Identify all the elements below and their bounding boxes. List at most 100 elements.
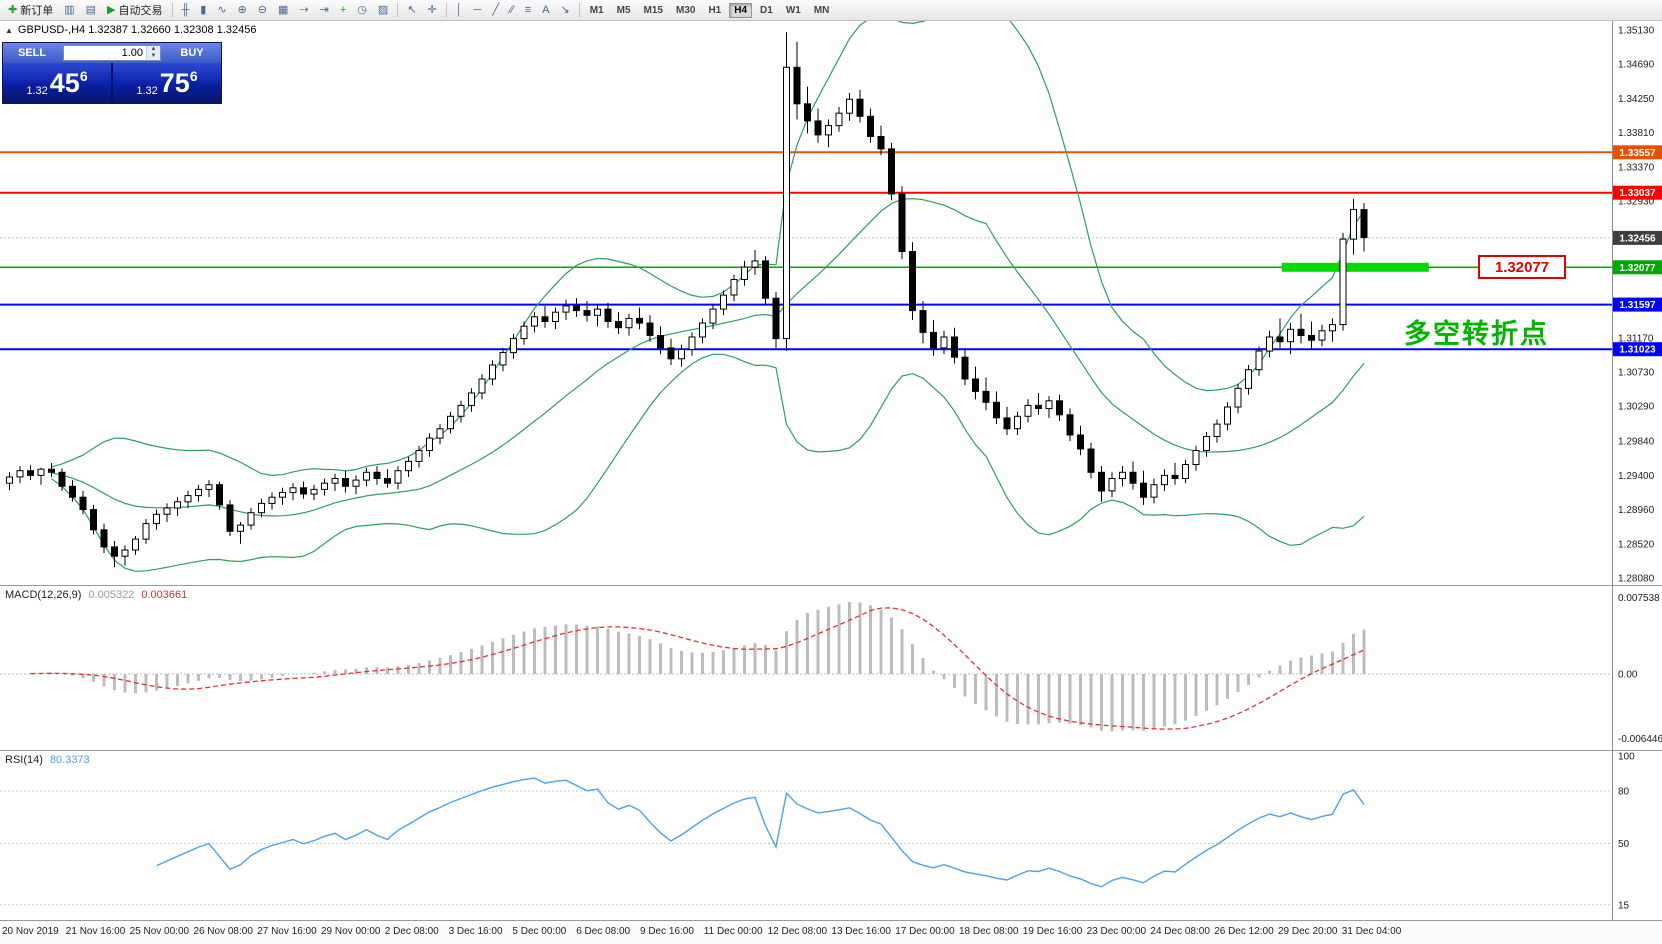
tile-windows-icon: ▦: [278, 3, 289, 16]
zoom-in-icon: ⊕: [237, 3, 247, 16]
svg-text:1.28520: 1.28520: [1618, 539, 1655, 550]
chart-shift-button[interactable]: ⇥: [315, 1, 334, 20]
auto-scroll-button[interactable]: ⇢: [294, 1, 313, 20]
timeframe-d1-button[interactable]: D1: [760, 4, 773, 16]
indicators-button[interactable]: +: [335, 1, 351, 20]
time-axis-label: 31 Dec 04:00: [1341, 926, 1402, 937]
svg-text:80: 80: [1618, 787, 1630, 798]
svg-text:1.29400: 1.29400: [1618, 471, 1655, 482]
chart-shift-icon: ⇥: [319, 3, 329, 16]
bollinger-upper-band: [51, 20, 1365, 477]
svg-text:1.32077: 1.32077: [1619, 263, 1656, 274]
cursor-button[interactable]: ↖: [402, 1, 421, 20]
tile-windows-button[interactable]: ▦: [273, 1, 293, 20]
rsi-title: RSI(14) 80.3373: [5, 754, 90, 766]
buy-label[interactable]: BUY: [180, 47, 204, 59]
time-axis-label: 21 Nov 16:00: [65, 926, 126, 937]
time-axis-label: 19 Dec 16:00: [1022, 926, 1083, 937]
candlestick-chart-button[interactable]: ▮: [195, 1, 211, 20]
rsi-panel[interactable]: 100 80 50 15: [0, 750, 1662, 920]
svg-text:1.30290: 1.30290: [1618, 402, 1655, 413]
text-button[interactable]: A: [537, 1, 554, 20]
svg-text:50: 50: [1618, 839, 1630, 850]
svg-text:1.33810: 1.33810: [1618, 128, 1655, 139]
time-axis-label: 3 Dec 16:00: [448, 926, 503, 937]
bar-chart-icon: ╫: [181, 3, 190, 16]
candlestick-chart-icon: ▮: [200, 3, 207, 16]
svg-text:1.28080: 1.28080: [1618, 574, 1655, 585]
toolbar-separator: [171, 3, 173, 17]
price-chart[interactable]: 1.35130 1.34690 1.34250 1.33810 1.33370 1.329…: [0, 20, 1662, 585]
arrows-icon: ↘: [560, 3, 570, 16]
svg-text:1.33557: 1.33557: [1619, 148, 1656, 159]
timeframe-m1-button[interactable]: M1: [589, 4, 604, 16]
rsi-axis-labels: 100 80 50 15: [1618, 752, 1635, 912]
sell-price-prefix: 1.32: [26, 85, 48, 97]
horizontal-line-button[interactable]: ─: [469, 1, 487, 20]
time-axis-label: 13 Dec 16:00: [831, 926, 891, 937]
time-axis-label: 29 Dec 20:00: [1278, 926, 1338, 937]
buy-price-prefix: 1.32: [136, 85, 158, 97]
fibonacci-button[interactable]: ≡: [520, 1, 536, 20]
crosshair-button[interactable]: ✛: [423, 1, 442, 20]
timeframe-h1-button[interactable]: H1: [708, 4, 722, 16]
macd-title-text: MACD(12,26,9): [5, 589, 82, 601]
macd-axis-labels: 0.007538 0.00 -0.006446: [1618, 593, 1662, 745]
time-axis-label: 24 Dec 08:00: [1150, 926, 1210, 937]
bollinger-lower-band: [51, 353, 1365, 572]
lot-increase-button[interactable]: ▲: [147, 46, 160, 53]
macd-signal-line: [30, 607, 1365, 730]
svg-text:15: 15: [1618, 900, 1630, 911]
macd-histogram: [29, 602, 1366, 732]
new-order-button[interactable]: ✚ 新订单: [3, 1, 58, 20]
trendline-icon: ╱: [492, 3, 500, 16]
time-axis[interactable]: 20 Nov 2019 21 Nov 16:00 25 Nov 00:00 26 No…: [0, 920, 1662, 944]
macd-panel[interactable]: 0.007538 0.00 -0.006446: [0, 585, 1662, 750]
cursor-icon: ↖: [407, 3, 417, 16]
sell-button[interactable]: 1.32 45 6: [3, 63, 111, 103]
timeframe-w1-button[interactable]: W1: [785, 4, 801, 16]
symbol-info-bar: ▲ GBPUSD-,H4 1.32387 1.32660 1.32308 1.3…: [5, 24, 256, 36]
autotrading-button[interactable]: ▶ 自动交易: [102, 1, 167, 20]
subwindow-arrow-icon[interactable]: ▲: [5, 25, 13, 35]
templates-button[interactable]: ▨: [373, 1, 393, 20]
timeframe-mn-button[interactable]: MN: [813, 4, 830, 16]
lot-size-input[interactable]: [64, 46, 146, 60]
zoom-out-button[interactable]: ⊖: [253, 1, 272, 20]
time-axis-label: 11 Dec 00:00: [703, 926, 763, 937]
sell-label[interactable]: SELL: [17, 47, 47, 59]
zoom-in-button[interactable]: ⊕: [233, 1, 252, 20]
trendline-button[interactable]: ╱: [487, 1, 504, 20]
macd-main-value: 0.005322: [88, 589, 135, 601]
templates-icon: ▨: [377, 3, 389, 16]
periods-button[interactable]: ◷: [352, 1, 372, 20]
timeframe-m15-button[interactable]: M15: [643, 4, 663, 16]
svg-text:0.00: 0.00: [1618, 670, 1638, 681]
channel-button[interactable]: ∕∕: [505, 1, 519, 20]
highlight-zone-rect: [1281, 262, 1429, 272]
lot-decrease-button[interactable]: ▼: [147, 53, 160, 60]
bar-chart-button[interactable]: ╫: [177, 1, 195, 20]
timeframe-m5-button[interactable]: M5: [616, 4, 631, 16]
zoom-out-icon: ⊖: [257, 3, 268, 16]
timeframe-h4-button[interactable]: H4: [729, 2, 753, 18]
svg-text:1.33037: 1.33037: [1619, 188, 1656, 199]
buy-button[interactable]: 1.32 75 6: [113, 63, 221, 103]
lot-spinner: ▲ ▼: [146, 46, 160, 60]
horizontal-lines: [0, 151, 1612, 351]
rsi-line: [156, 777, 1365, 888]
svg-text:1.30730: 1.30730: [1618, 368, 1655, 379]
fibonacci-icon: ≡: [524, 3, 532, 16]
line-chart-button[interactable]: ∿: [212, 1, 231, 20]
arrows-button[interactable]: ↘: [556, 1, 575, 20]
vertical-line-button[interactable]: │: [451, 1, 468, 20]
svg-text:1.35130: 1.35130: [1618, 26, 1655, 37]
market-watch-button[interactable]: ▥: [59, 1, 79, 20]
svg-text:1.31597: 1.31597: [1619, 300, 1656, 311]
symbol-ohlc-text: GBPUSD-,H4 1.32387 1.32660 1.32308 1.324…: [17, 24, 257, 36]
time-axis-label: 20 Nov 2019: [2, 926, 59, 937]
navigator-button[interactable]: ▤: [81, 1, 101, 20]
timeframe-m30-button[interactable]: M30: [675, 4, 696, 16]
time-axis-label: 9 Dec 16:00: [640, 926, 694, 937]
svg-text:-0.006446: -0.006446: [1618, 734, 1662, 745]
